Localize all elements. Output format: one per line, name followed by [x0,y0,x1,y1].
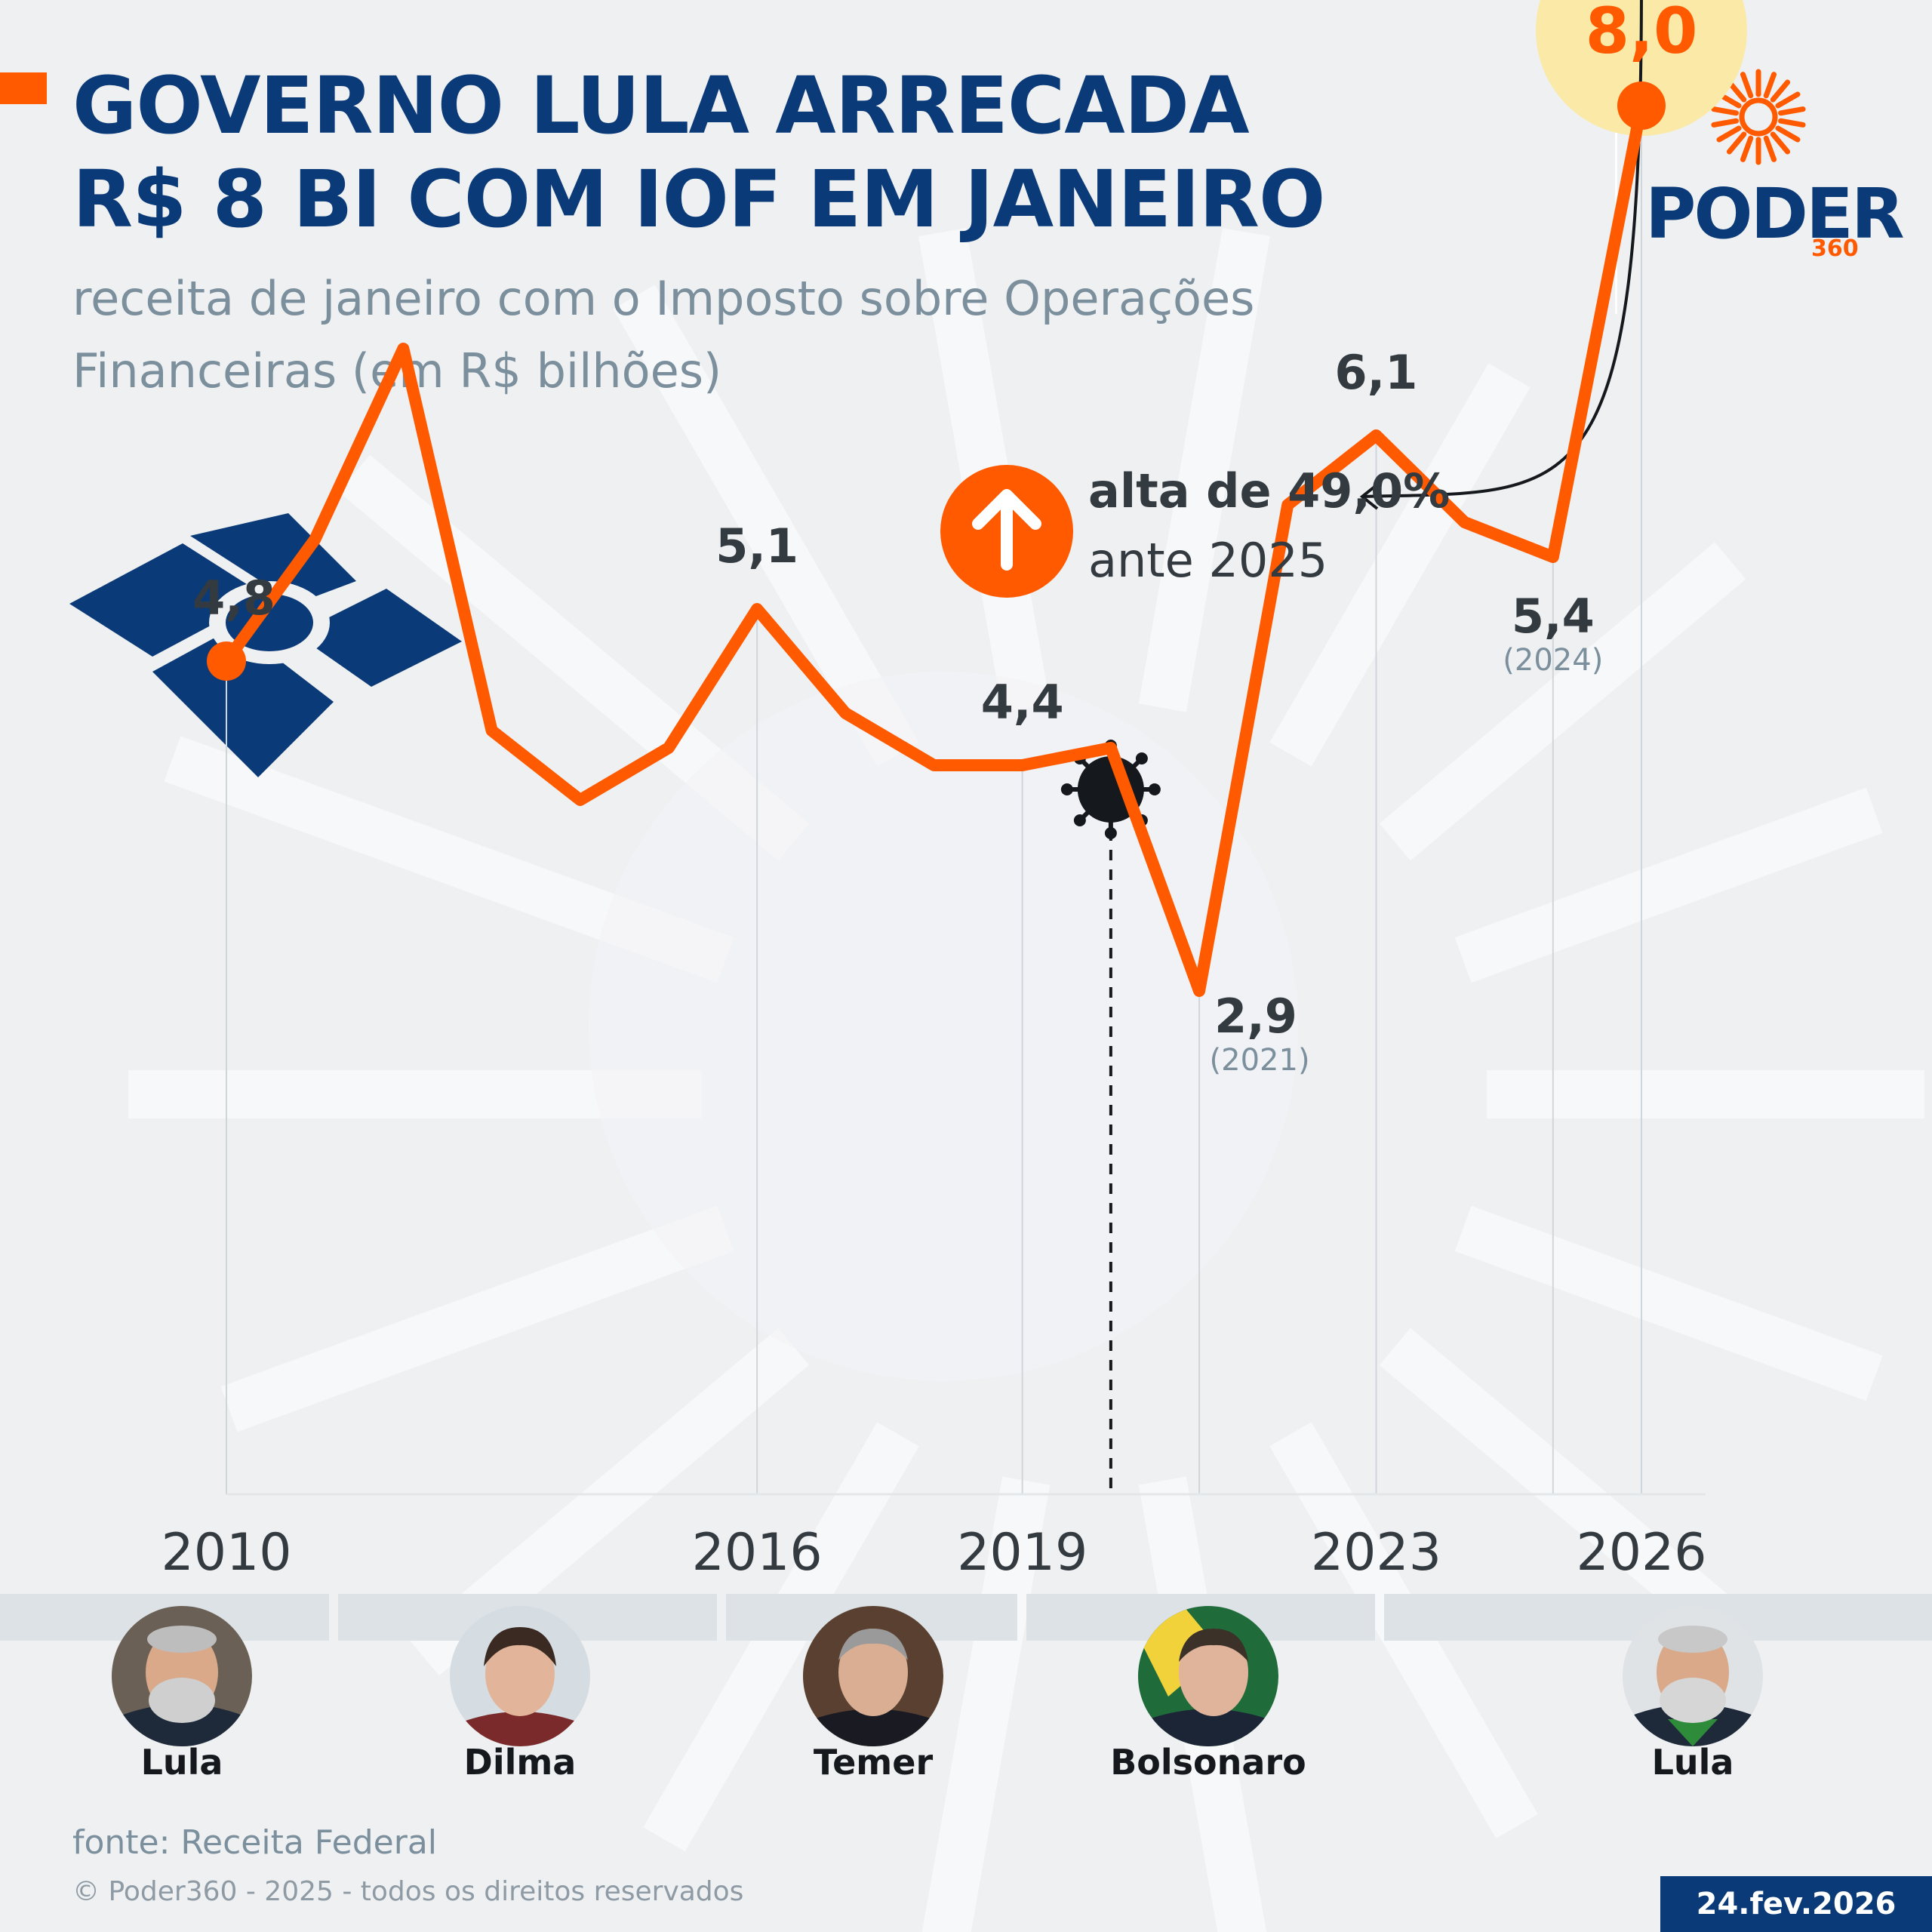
data-source: fonte: Receita Federal [72,1823,438,1862]
callout-arrow-head [1359,483,1379,510]
data-label-2025: 5,4 [1512,589,1595,644]
title-accent-bar [0,72,47,104]
president-name-temer: Temer [813,1742,934,1783]
title-line-1: GOVERNO LULA ARRECADA [72,60,1250,152]
avatar-temer [803,1606,943,1746]
data-label-2016: 5,1 [715,518,798,574]
avatar-bolsonaro [1138,1606,1278,1746]
president-name-lula: Lula [140,1742,223,1783]
callout-change: alta de 49,0% [1088,463,1451,518]
header-divider [1615,0,1617,314]
data-sublabel-2025: (2024) [1503,643,1603,678]
point-2010 [207,641,246,681]
data-label-2026: 8,0 [1586,0,1698,68]
x-tick-2010: 2010 [161,1523,291,1583]
x-tick-2026: 2026 [1576,1523,1706,1583]
copyright: © Poder360 - 2025 - todos os direitos re… [72,1876,744,1907]
data-label-2023: 6,1 [1335,345,1418,400]
president-name-dilma: Dilma [463,1742,577,1783]
x-tick-2016: 2016 [692,1523,823,1583]
avatar-lula [112,1606,252,1746]
x-tick-2019: 2019 [957,1523,1088,1583]
subtitle-line-1: receita de janeiro com o Imposto sobre O… [72,271,1255,326]
data-label-2021: 2,9 [1214,989,1297,1044]
date-badge: 24.fev.2026 [1660,1876,1932,1932]
x-tick-2023: 2023 [1311,1523,1441,1583]
brand-number: 360 [1811,235,1859,262]
president-name-lula-2: Lula [1651,1742,1734,1783]
data-sublabel-2021: (2021) [1210,1043,1310,1078]
poder360-sun-icon [1711,69,1806,165]
data-label-2019: 4,4 [981,675,1064,730]
brand-name: PODER [1645,174,1905,254]
title-line-2: R$ 8 BI COM IOF EM JANEIRO [72,153,1325,245]
avatar-lula-2 [1623,1606,1763,1746]
series-line [220,100,1647,997]
callout-reference: ante 2025 [1088,533,1328,588]
data-label-2010: 4,8 [192,571,275,626]
arrow-up-icon [940,465,1073,598]
point-2026 [1617,82,1666,130]
avatar-dilma [450,1606,590,1746]
president-name-bolsonaro: Bolsonaro [1110,1742,1306,1783]
chart-title: GOVERNO LULA ARRECADA R$ 8 BI COM IOF EM… [72,59,1325,246]
